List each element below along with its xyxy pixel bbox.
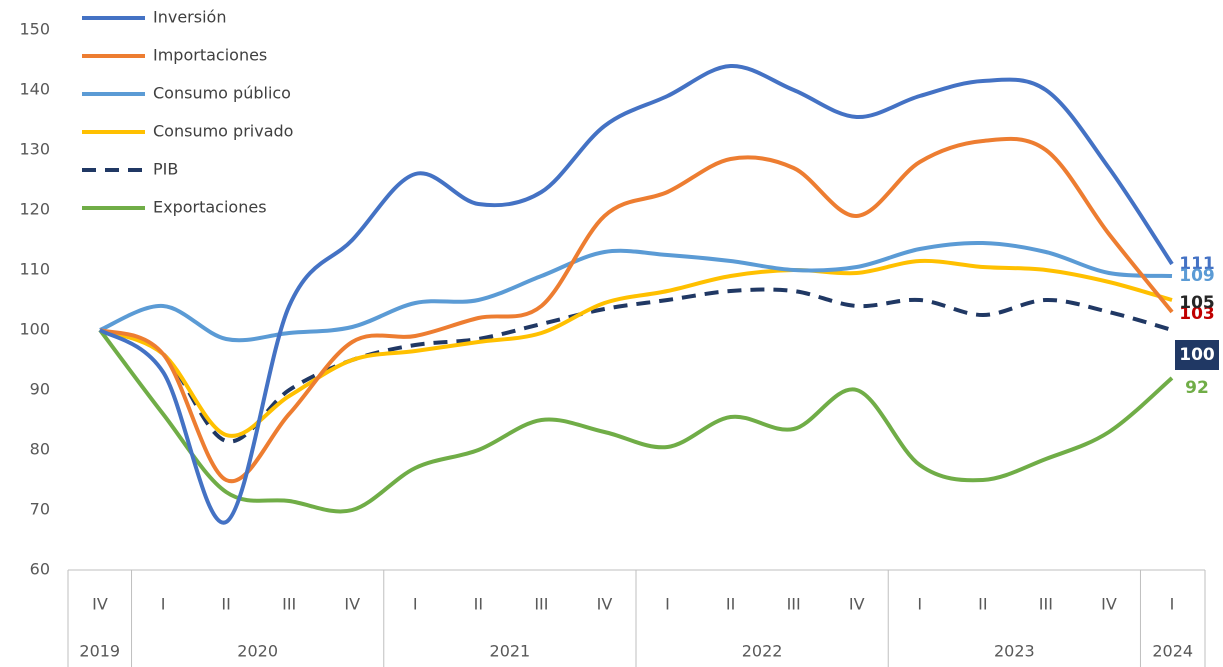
end-label: 100 <box>1179 345 1215 365</box>
legend-label: Importaciones <box>153 46 267 65</box>
y-tick-label: 120 <box>19 200 50 219</box>
end-label: 109 <box>1179 266 1215 286</box>
x-tick-label: I <box>413 595 418 614</box>
end-label: 92 <box>1185 378 1209 398</box>
x-tick-label: II <box>978 595 987 614</box>
series-line <box>99 136 1174 484</box>
y-tick-label: 110 <box>19 260 50 279</box>
x-tick-label: III <box>282 595 296 614</box>
end-label: 111 <box>1179 254 1215 274</box>
x-tick-label: I <box>665 595 670 614</box>
legend-label: Consumo privado <box>153 122 293 141</box>
x-tick-label: III <box>1039 595 1053 614</box>
x-tick-label: IV <box>92 595 108 614</box>
series-line <box>99 240 1173 343</box>
legend-label: PIB <box>153 160 178 179</box>
x-tick-label: IV <box>597 595 613 614</box>
x-tick-label: II <box>726 595 735 614</box>
end-label: 105 <box>1179 293 1215 313</box>
x-tick-label: I <box>161 595 166 614</box>
x-tick-label: III <box>787 595 801 614</box>
y-tick-label: 90 <box>30 380 50 399</box>
x-group-label: 2024 <box>1152 642 1193 661</box>
y-tick-label: 130 <box>19 140 50 159</box>
y-tick-label: 150 <box>19 20 50 39</box>
x-group-label: 2020 <box>237 642 278 661</box>
y-tick-label: 100 <box>19 320 50 339</box>
x-tick-label: I <box>1170 595 1175 614</box>
x-group-label: 2021 <box>490 642 531 661</box>
x-tick-label: IV <box>849 595 865 614</box>
legend-label: Exportaciones <box>153 198 267 217</box>
y-tick-label: 140 <box>19 80 50 99</box>
legend-label: Consumo público <box>153 84 291 103</box>
x-group-label: 2023 <box>994 642 1035 661</box>
x-tick-label: I <box>917 595 922 614</box>
x-group-label: 2022 <box>742 642 783 661</box>
x-tick-label: IV <box>1101 595 1117 614</box>
series-line <box>99 258 1173 438</box>
x-tick-label: III <box>534 595 548 614</box>
series-line <box>98 328 1174 514</box>
end-label-box <box>1175 340 1219 370</box>
series-line <box>99 287 1173 444</box>
series-line <box>98 63 1174 525</box>
x-tick-label: II <box>474 595 483 614</box>
y-tick-label: 80 <box>30 440 50 459</box>
x-tick-label: IV <box>344 595 360 614</box>
end-label: 103 <box>1179 304 1215 324</box>
x-group-label: 2019 <box>79 642 120 661</box>
y-tick-label: 60 <box>30 560 50 579</box>
x-tick-label: II <box>221 595 230 614</box>
y-tick-label: 70 <box>30 500 50 519</box>
legend-label: Inversión <box>153 8 226 27</box>
